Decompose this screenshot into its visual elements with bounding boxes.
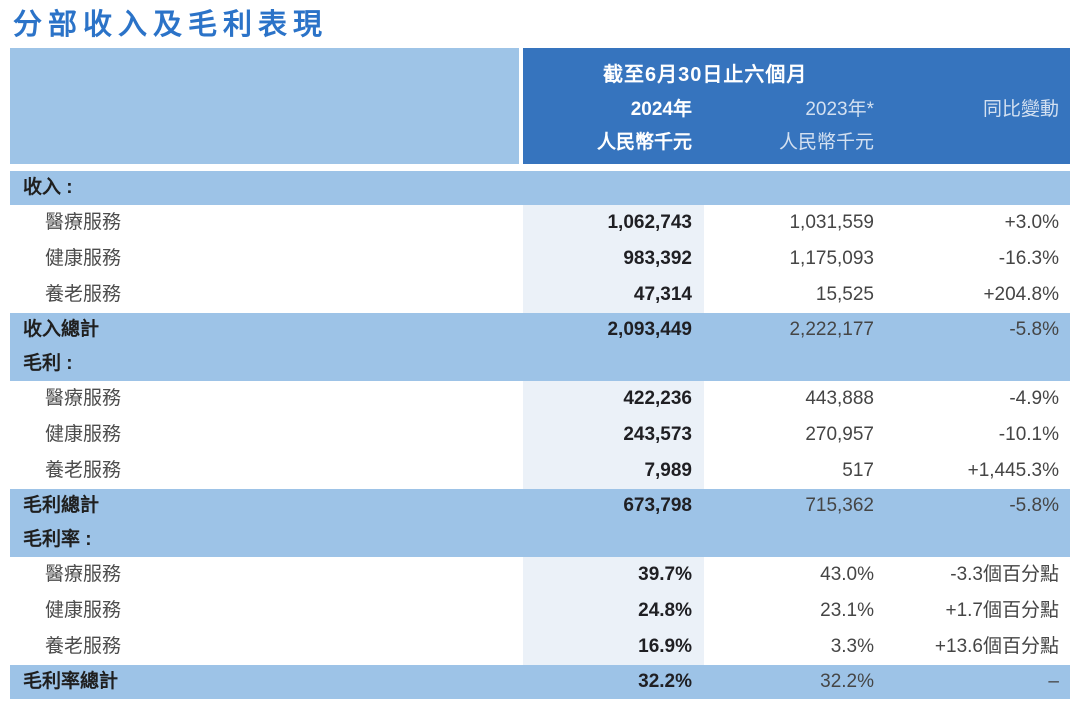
value-change: +1.7個百分點 bbox=[945, 600, 1059, 621]
value-change: -5.8% bbox=[1009, 319, 1059, 340]
value-2024: 24.8% bbox=[523, 593, 704, 629]
row-margin-eldercare: 養老服務 16.9% 3.3% +13.6個百分點 bbox=[10, 629, 1070, 665]
value-2024: 983,392 bbox=[523, 241, 704, 277]
value-change: -16.3% bbox=[998, 248, 1059, 269]
row-label: 養老服務 bbox=[45, 460, 122, 481]
period-label: 截至6月30日止六個月 bbox=[603, 64, 808, 87]
value-2024: 673,798 bbox=[623, 495, 692, 516]
row-grossprofit-medical: 醫療服務 422,236 443,888 -4.9% bbox=[10, 381, 1070, 417]
header-label-spacer bbox=[10, 48, 519, 164]
row-margin-section: 毛利率 : bbox=[10, 523, 1070, 557]
row-label: 收入 : bbox=[23, 177, 73, 198]
header-period-block: 截至6月30日止六個月 2024年 2023年* 同比變動 人民幣千元 人民幣千… bbox=[523, 48, 1070, 164]
value-2024: 16.9% bbox=[523, 629, 704, 665]
table-body: 收入 : 醫療服務 1,062,743 1,031,559 +3.0% 健康服務… bbox=[10, 171, 1070, 699]
value-change bbox=[884, 523, 1070, 557]
value-2024: 2,093,449 bbox=[607, 319, 692, 340]
value-change: +3.0% bbox=[1004, 212, 1059, 233]
value-2024: 32.2% bbox=[638, 671, 692, 692]
header-unit-row: 人民幣千元 人民幣千元 bbox=[523, 127, 1070, 154]
row-revenue-eldercare: 養老服務 47,314 15,525 +204.8% bbox=[10, 277, 1070, 313]
row-grossprofit-health: 健康服務 243,573 270,957 -10.1% bbox=[10, 417, 1070, 453]
row-label: 醫療服務 bbox=[45, 212, 122, 233]
col-header-2024: 2024年 bbox=[630, 98, 692, 120]
value-2024 bbox=[523, 523, 704, 557]
row-margin-total: 毛利率總計 32.2% 32.2% – bbox=[10, 665, 1070, 699]
row-revenue-section: 收入 : bbox=[10, 171, 1070, 205]
row-grossprofit-section: 毛利 : bbox=[10, 347, 1070, 381]
row-revenue-total: 收入總計 2,093,449 2,222,177 -5.8% bbox=[10, 313, 1070, 347]
value-2023: 32.2% bbox=[820, 671, 874, 692]
value-2023: 1,031,559 bbox=[789, 212, 874, 233]
row-label: 收入總計 bbox=[23, 319, 100, 340]
row-revenue-medical: 醫療服務 1,062,743 1,031,559 +3.0% bbox=[10, 205, 1070, 241]
header-body-gap bbox=[10, 164, 1070, 171]
value-change: +1,445.3% bbox=[967, 460, 1059, 481]
row-label: 健康服務 bbox=[45, 248, 122, 269]
col-unit-2023: 人民幣千元 bbox=[778, 131, 874, 153]
segment-revenue-table: 截至6月30日止六個月 2024年 2023年* 同比變動 人民幣千元 人民幣千… bbox=[10, 48, 1070, 699]
table-header: 截至6月30日止六個月 2024年 2023年* 同比變動 人民幣千元 人民幣千… bbox=[10, 48, 1070, 164]
value-2023: 2,222,177 bbox=[789, 319, 874, 340]
header-divider bbox=[519, 48, 523, 164]
value-2023: 43.0% bbox=[820, 564, 874, 585]
row-margin-medical: 醫療服務 39.7% 43.0% -3.3個百分點 bbox=[10, 557, 1070, 593]
value-2023: 715,362 bbox=[805, 495, 874, 516]
value-change bbox=[884, 171, 1070, 205]
value-2023 bbox=[704, 347, 884, 381]
value-2024: 243,573 bbox=[523, 417, 704, 453]
col-header-change: 同比變動 bbox=[982, 98, 1059, 120]
value-2023: 443,888 bbox=[805, 388, 874, 409]
row-grossprofit-eldercare: 養老服務 7,989 517 +1,445.3% bbox=[10, 453, 1070, 489]
value-2023: 1,175,093 bbox=[789, 248, 874, 269]
value-2024 bbox=[523, 347, 704, 381]
value-2023 bbox=[704, 171, 884, 205]
value-change: +204.8% bbox=[983, 284, 1059, 305]
value-2023: 270,957 bbox=[805, 424, 874, 445]
value-2023: 23.1% bbox=[820, 600, 874, 621]
value-change: -3.3個百分點 bbox=[950, 564, 1059, 585]
value-change: +13.6個百分點 bbox=[934, 636, 1059, 657]
value-2023: 15,525 bbox=[815, 284, 874, 305]
row-label: 毛利率總計 bbox=[23, 671, 119, 692]
col-unit-change-empty bbox=[884, 127, 1070, 154]
value-change: -5.8% bbox=[1009, 495, 1059, 516]
row-label: 養老服務 bbox=[45, 284, 122, 305]
row-label: 毛利總計 bbox=[23, 495, 100, 516]
value-2023 bbox=[704, 523, 884, 557]
row-label: 毛利率 : bbox=[23, 529, 92, 550]
row-label: 健康服務 bbox=[45, 600, 122, 621]
value-2024: 422,236 bbox=[523, 381, 704, 417]
value-2024: 47,314 bbox=[523, 277, 704, 313]
row-label: 養老服務 bbox=[45, 636, 122, 657]
value-2024: 39.7% bbox=[523, 557, 704, 593]
value-change: -10.1% bbox=[998, 424, 1059, 445]
value-2024: 1,062,743 bbox=[523, 205, 704, 241]
row-label: 毛利 : bbox=[23, 353, 73, 374]
row-label: 醫療服務 bbox=[45, 388, 122, 409]
value-change: -4.9% bbox=[1009, 388, 1059, 409]
page-title: 分部收入及毛利表現 bbox=[13, 9, 329, 41]
row-revenue-health: 健康服務 983,392 1,175,093 -16.3% bbox=[10, 241, 1070, 277]
col-unit-2024: 人民幣千元 bbox=[596, 131, 692, 153]
col-header-2023: 2023年* bbox=[805, 98, 874, 120]
value-change bbox=[884, 347, 1070, 381]
header-year-row: 2024年 2023年* 同比變動 bbox=[523, 94, 1070, 121]
value-change: – bbox=[1048, 671, 1059, 692]
row-margin-health: 健康服務 24.8% 23.1% +1.7個百分點 bbox=[10, 593, 1070, 629]
row-label: 醫療服務 bbox=[45, 564, 122, 585]
value-2023: 3.3% bbox=[830, 636, 874, 657]
value-2023: 517 bbox=[842, 460, 874, 481]
value-2024 bbox=[523, 171, 704, 205]
row-grossprofit-total: 毛利總計 673,798 715,362 -5.8% bbox=[10, 489, 1070, 523]
row-label: 健康服務 bbox=[45, 424, 122, 445]
value-2024: 7,989 bbox=[523, 453, 704, 489]
